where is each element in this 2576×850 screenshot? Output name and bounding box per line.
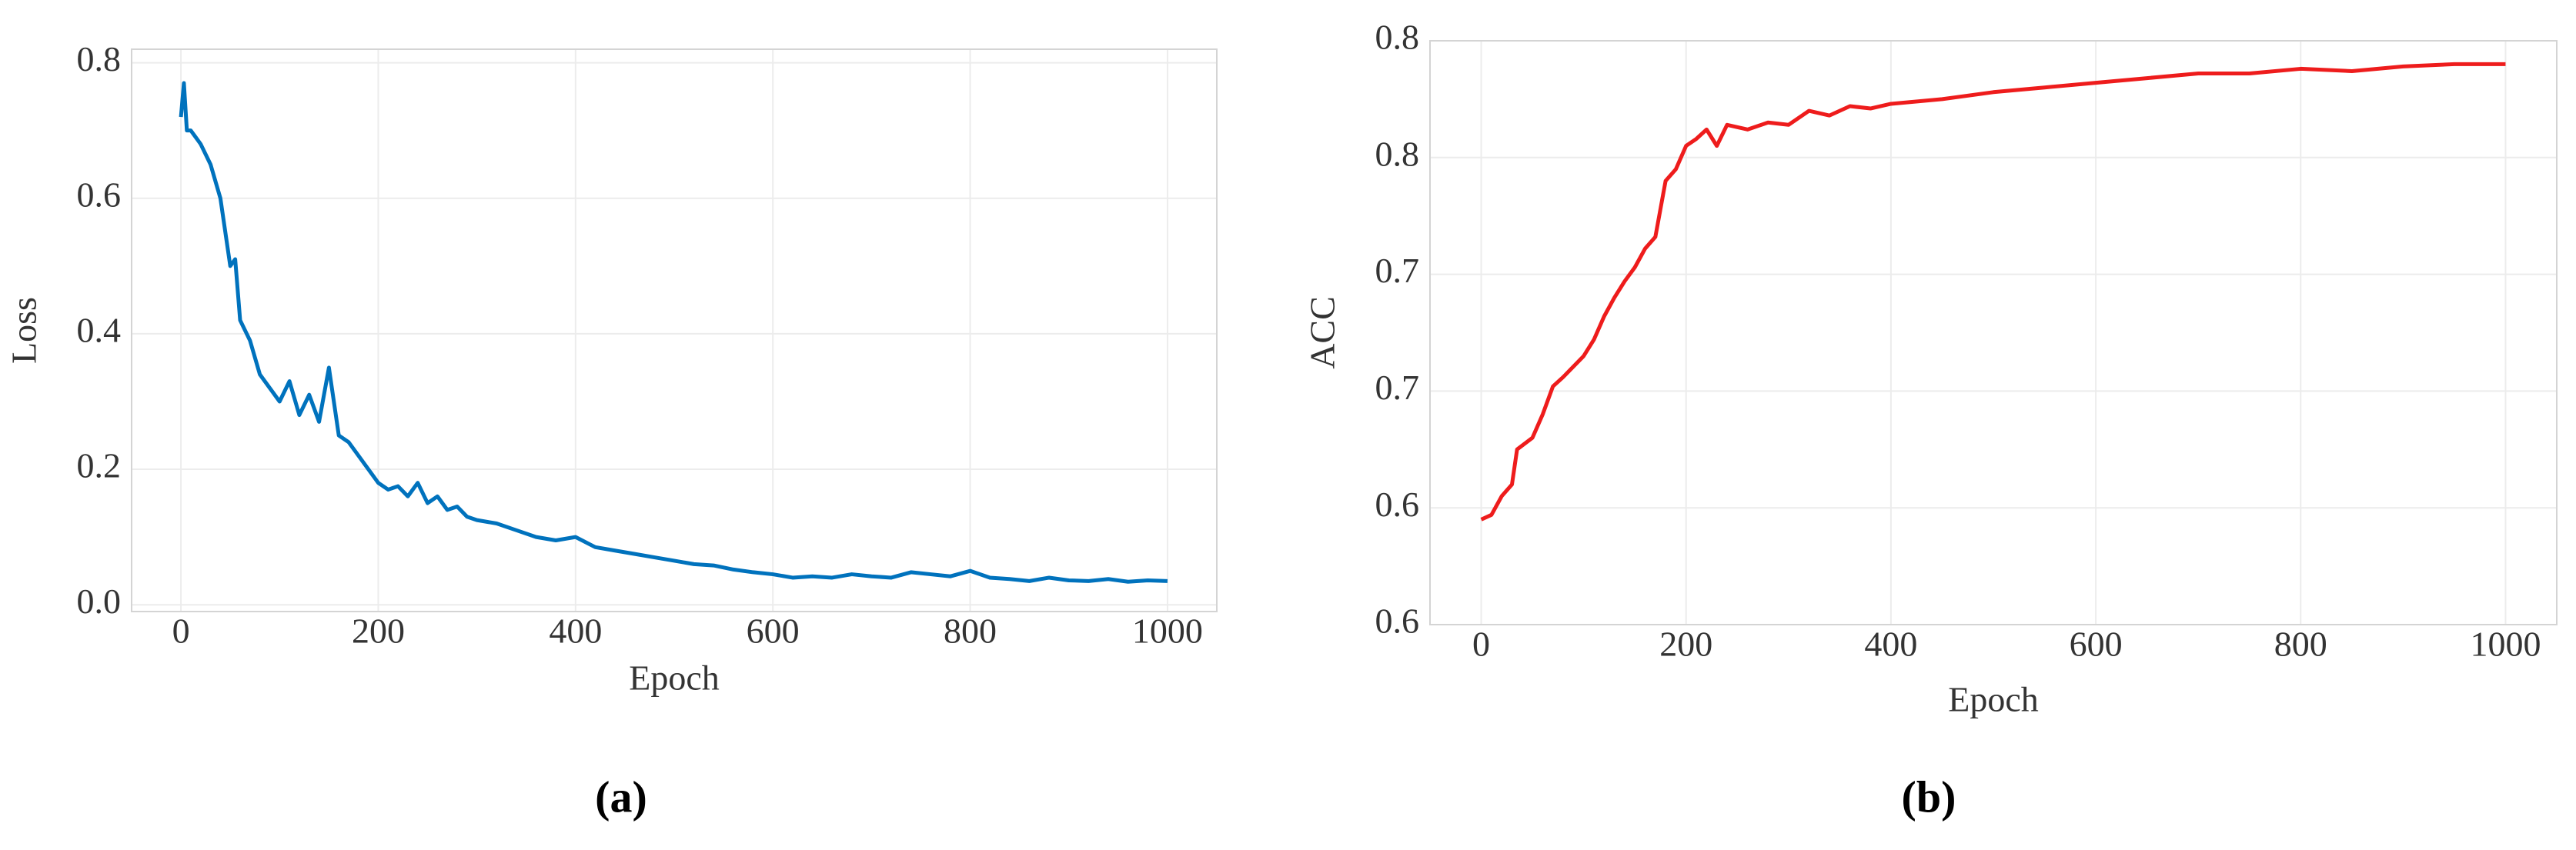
y-tick-label: 0.6 [77, 175, 122, 214]
y-tick-label: 0.8 [1375, 18, 1420, 57]
data-line [1480, 62, 2506, 522]
x-axis-label: Epoch [1948, 680, 2039, 719]
y-tick-label: 0.4 [77, 310, 122, 349]
plot-frame [1429, 40, 2558, 625]
x-tick-label: 400 [549, 612, 602, 651]
y-tick-label: 0.7 [1375, 368, 1420, 407]
x-tick-label: 400 [1864, 625, 1917, 664]
x-tick-label: 800 [944, 612, 997, 651]
x-tick-label: 800 [2274, 625, 2327, 664]
x-tick-label: 200 [1659, 625, 1712, 664]
y-tick-label: 0.0 [77, 582, 122, 621]
x-axis-label: Epoch [629, 658, 720, 698]
y-tick-label: 0.8 [1375, 134, 1420, 173]
panel-label: (a) [595, 772, 647, 822]
y-axis-label: ACC [1303, 296, 1342, 369]
y-tick-label: 0.6 [1375, 602, 1420, 641]
y-tick-label: 0.8 [77, 39, 122, 78]
y-tick-label: 0.6 [1375, 485, 1420, 524]
x-tick-label: 200 [352, 612, 405, 651]
data-line [179, 81, 1168, 584]
y-tick-label: 0.2 [77, 446, 122, 485]
x-tick-label: 600 [2070, 625, 2123, 664]
x-tick-label: 1000 [2470, 625, 2541, 664]
y-tick-label: 0.7 [1375, 251, 1420, 290]
x-tick-label: 1000 [1132, 612, 1203, 651]
x-tick-label: 0 [1472, 625, 1490, 664]
plot-frame [131, 48, 1218, 612]
y-axis-label: Loss [5, 297, 44, 364]
panel-label: (b) [1902, 772, 1956, 822]
x-tick-label: 0 [172, 612, 190, 651]
x-tick-label: 600 [747, 612, 800, 651]
